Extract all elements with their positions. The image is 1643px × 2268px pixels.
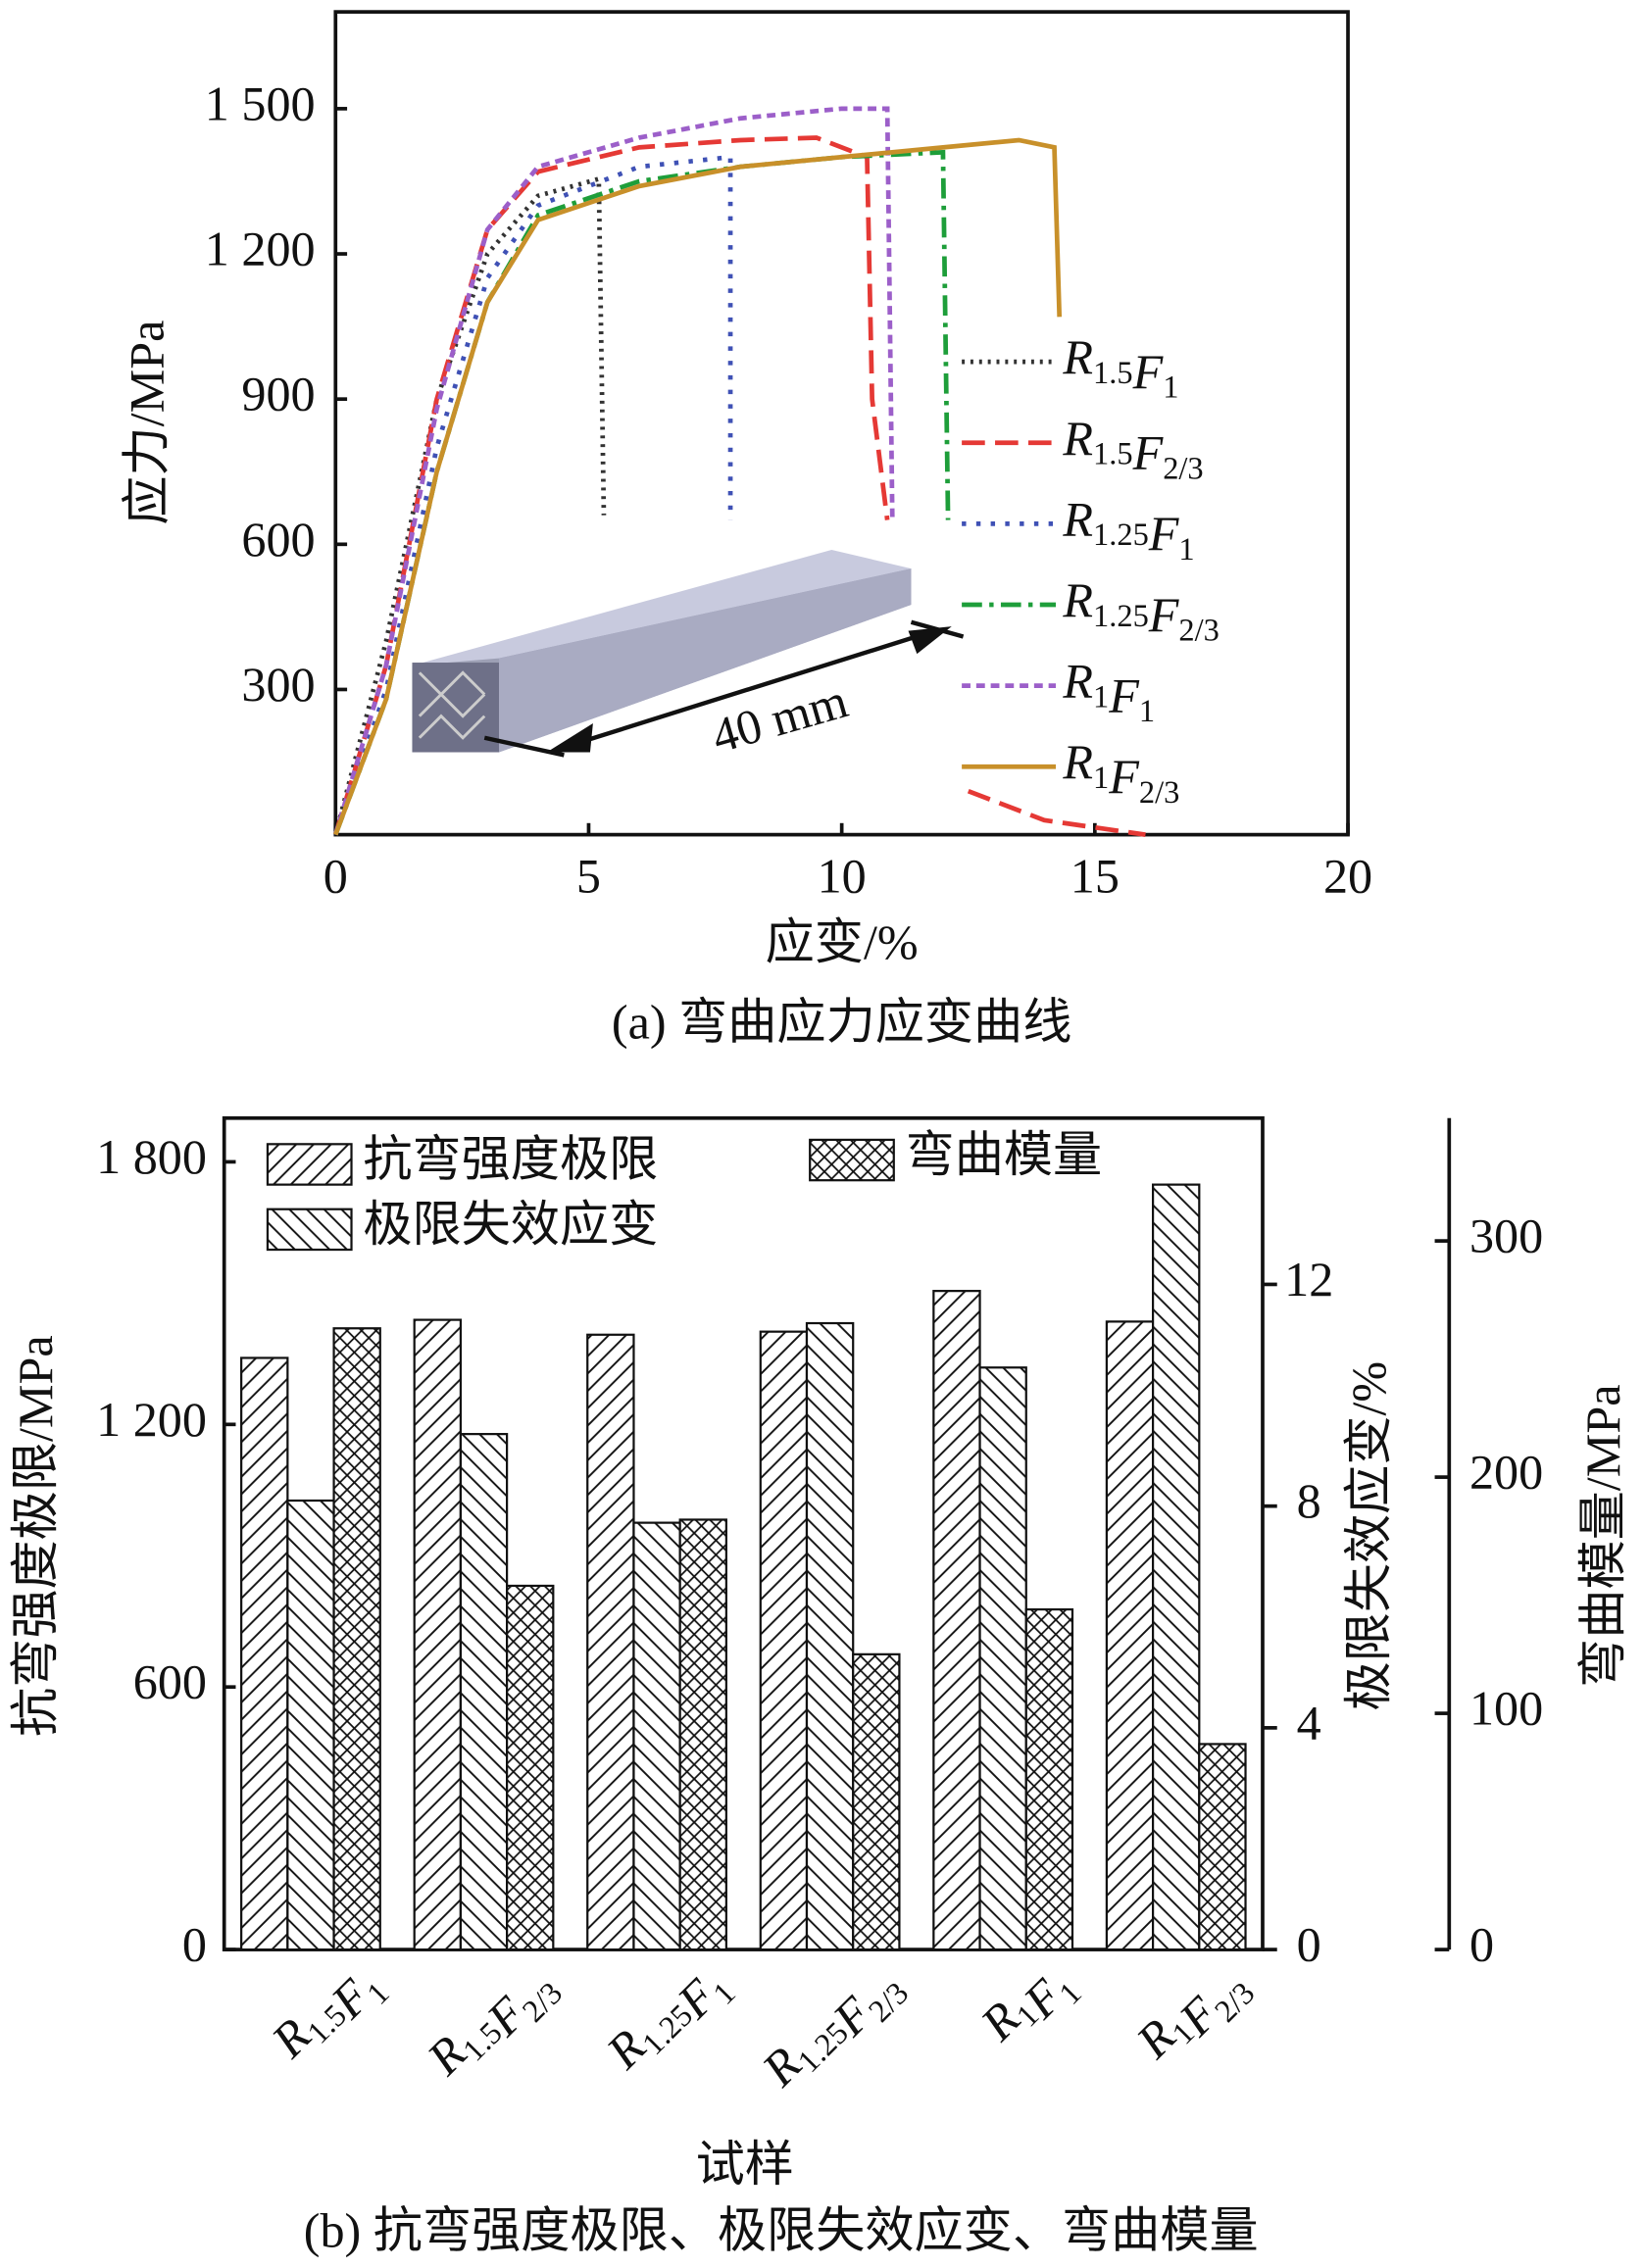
plot-frame: [222, 1115, 1265, 1951]
bar: [1024, 1607, 1074, 1951]
series-line: [332, 175, 607, 836]
legend-label: R1.5F2/3: [1062, 410, 1203, 486]
y-tick-label: 300: [241, 657, 315, 712]
series-line: [333, 106, 895, 836]
specimen-illustration: [412, 549, 965, 758]
x-tick-label: R1F1: [970, 1947, 1089, 2066]
bar: [286, 1499, 335, 1951]
y2-tick-label: 4: [1297, 1695, 1321, 1750]
legend-label: R1.25F2/3: [1062, 572, 1220, 649]
y2-tick-label: 8: [1297, 1473, 1321, 1528]
x-tick-label: 20: [1323, 848, 1372, 903]
bar: [932, 1290, 981, 1951]
x-tick-label: 10: [818, 848, 867, 903]
bar: [332, 1327, 381, 1951]
y2-tick-label: 12: [1284, 1252, 1333, 1307]
y-tick-label: 600: [133, 1654, 207, 1709]
bar: [805, 1321, 855, 1951]
bar: [459, 1433, 509, 1951]
y3-tick-label: 300: [1469, 1208, 1543, 1263]
x-tick-label: 5: [576, 848, 601, 903]
y-tick-label: 1 800: [96, 1129, 207, 1184]
legend-swatch: [809, 1138, 895, 1182]
bar: [1151, 1183, 1201, 1951]
y-tick-label: 900: [241, 367, 315, 421]
y3-tick-label: 100: [1469, 1681, 1543, 1736]
legend-label: R1F1: [1062, 653, 1155, 729]
x-tick-label: 0: [324, 848, 348, 903]
bar: [978, 1366, 1027, 1951]
bar: [586, 1333, 635, 1951]
series-line: [333, 149, 951, 836]
legend-label: R1F2/3: [1062, 734, 1179, 811]
annotation: 40 mm: [706, 672, 854, 764]
bar: [240, 1356, 289, 1951]
bar: [1198, 1743, 1247, 1951]
bar: [852, 1652, 901, 1951]
x-tick-label: R1.25F2/3: [751, 1947, 917, 2112]
bar: [506, 1584, 555, 1951]
legend-label: R1.25F1: [1062, 491, 1194, 567]
y3-tick-label: 0: [1469, 1917, 1494, 1972]
y3-tick-label: 200: [1469, 1445, 1543, 1500]
legend-swatch: [266, 1208, 353, 1252]
bar: [1105, 1320, 1155, 1951]
legend-label: 弯曲模量: [906, 1127, 1103, 1182]
bar: [413, 1318, 463, 1951]
y-tick-label: 1 500: [205, 75, 316, 130]
x-axis-label: 应变/%: [766, 914, 919, 969]
y2-tick-label: 0: [1297, 1917, 1321, 1972]
x-tick-label: R1F2/3: [1124, 1947, 1262, 2084]
legend-label: 抗弯强度极限: [363, 1131, 658, 1186]
y-axis-label: 抗弯强度极限/MPa: [8, 1335, 63, 1737]
x-tick-label: R1.5F1: [260, 1947, 397, 2084]
x-tick-label: R1.25F1: [595, 1947, 743, 2095]
series-line: [333, 154, 733, 836]
series-line: [333, 137, 1063, 836]
y-tick-label: 0: [182, 1917, 207, 1972]
y-tick-label: 1 200: [96, 1392, 207, 1447]
legend-label: 极限失效应变: [363, 1197, 658, 1252]
y3-axis-label: 弯曲模量/MPa: [1575, 1384, 1630, 1687]
bar: [678, 1518, 727, 1951]
legend-label: R1.5F1: [1062, 329, 1178, 406]
bar: [632, 1521, 681, 1951]
series-line: [333, 135, 1146, 837]
x-tick-label: 15: [1070, 848, 1120, 903]
y-tick-label: 600: [241, 512, 315, 567]
bar: [759, 1330, 809, 1951]
y-axis-label: 应力/MPa: [119, 320, 174, 525]
chart-title: (b) 抗弯强度极限、极限失效应变、弯曲模量: [304, 2203, 1259, 2258]
x-tick-label: R1.5F2/3: [416, 1947, 570, 2100]
y-tick-label: 1 200: [205, 222, 316, 276]
x-axis-label: 试样: [696, 2137, 794, 2192]
chart-title: (a) 弯曲应力应变曲线: [612, 994, 1071, 1049]
legend-swatch: [266, 1143, 353, 1186]
y2-axis-label: 极限失效应变/%: [1341, 1361, 1396, 1711]
